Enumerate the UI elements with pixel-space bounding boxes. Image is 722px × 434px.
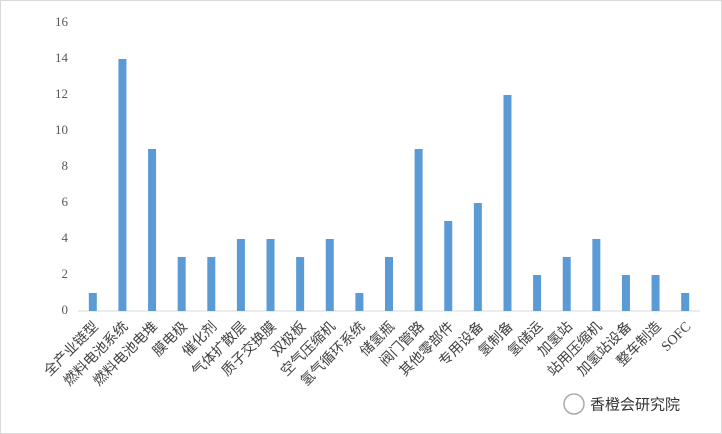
bar: [355, 293, 364, 311]
bar: [177, 257, 186, 311]
bar: [503, 95, 512, 311]
bar: [385, 257, 393, 311]
y-tick-label: 10: [55, 122, 68, 137]
watermark-icon: [563, 393, 585, 415]
bar: [592, 239, 601, 311]
y-tick-label: 12: [55, 86, 68, 101]
bar: [207, 257, 216, 311]
bar: [148, 149, 157, 311]
bar: [473, 203, 482, 311]
y-tick-label: 16: [55, 14, 69, 29]
y-tick-label: 14: [55, 50, 69, 65]
y-tick-label: 6: [62, 194, 69, 209]
watermark: 香橙会研究院: [563, 393, 680, 415]
y-tick-label: 4: [62, 230, 69, 245]
bar: [325, 239, 334, 311]
bar: [651, 275, 660, 311]
y-tick-label: 8: [62, 158, 69, 173]
bar: [414, 149, 423, 311]
bar: [621, 275, 630, 311]
bar: [681, 293, 690, 311]
bar: [236, 239, 245, 311]
bar: [533, 275, 542, 311]
y-tick-label: 0: [62, 302, 69, 317]
bar: [562, 257, 571, 311]
bar: [118, 59, 127, 311]
bar: [266, 239, 275, 311]
y-tick-label: 2: [62, 266, 69, 281]
watermark-text: 香橙会研究院: [590, 396, 680, 414]
bar: [444, 221, 453, 311]
bar: [88, 293, 97, 311]
bar: [296, 257, 305, 311]
